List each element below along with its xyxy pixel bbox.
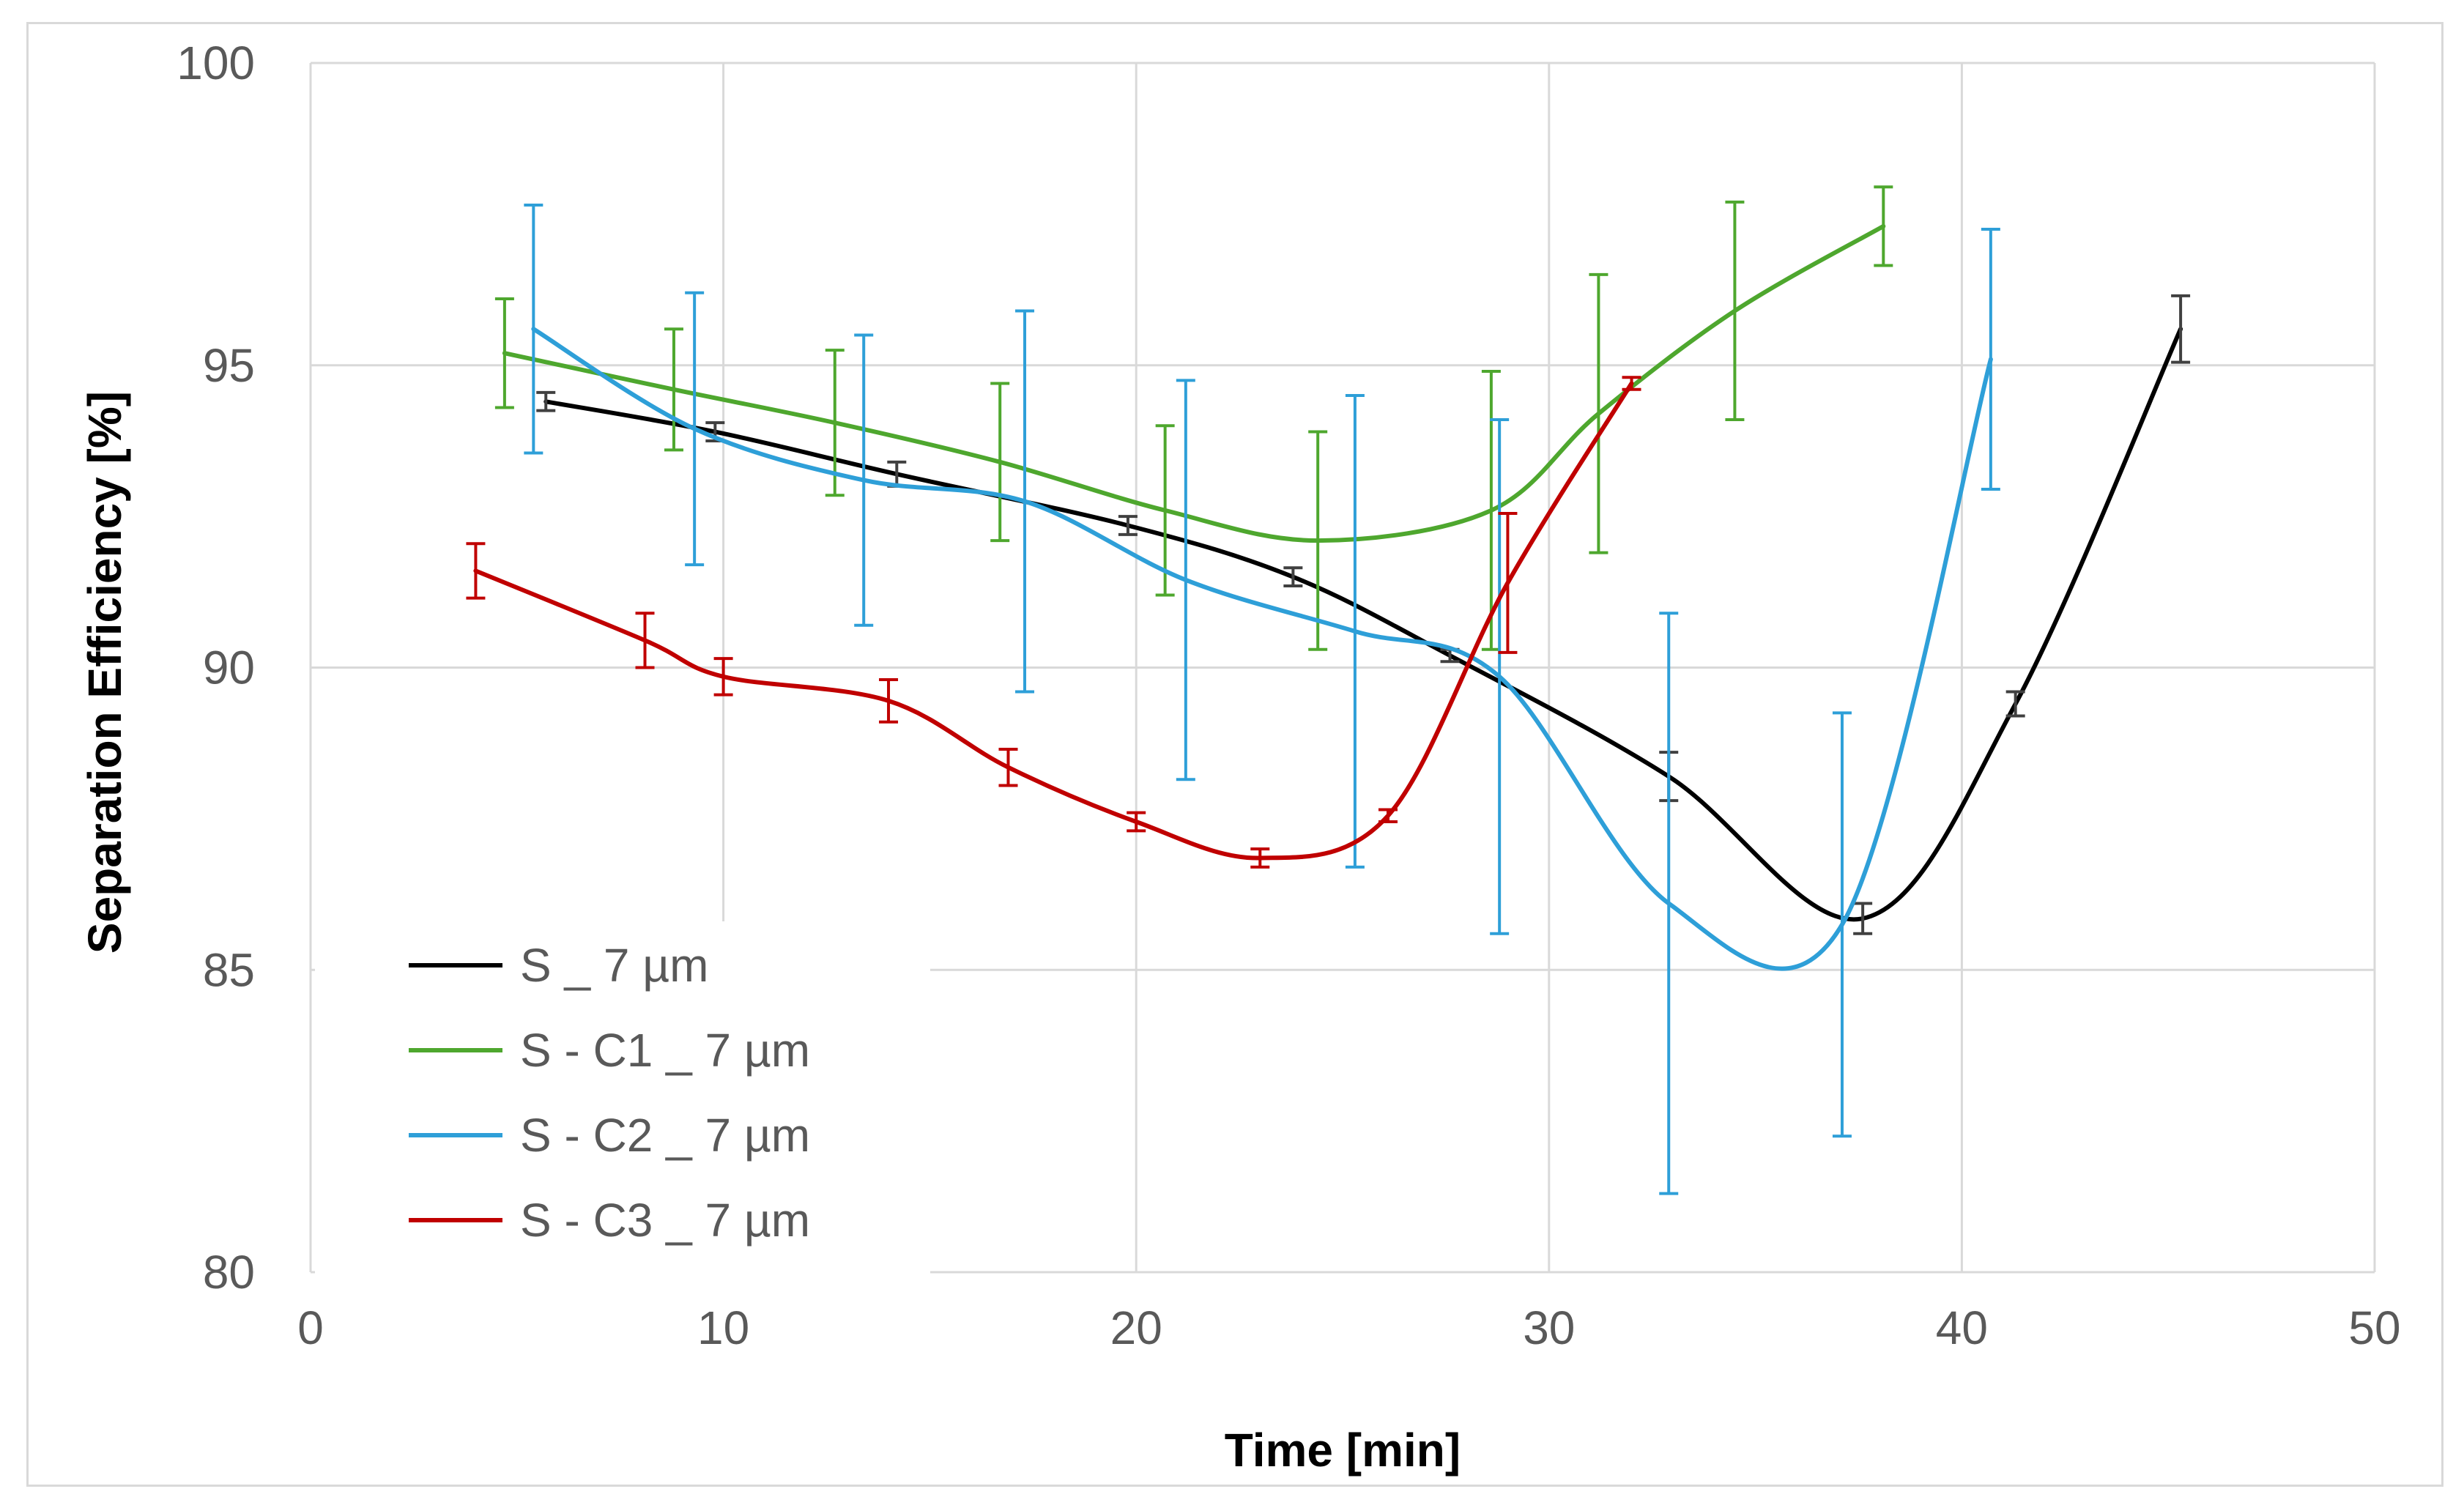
series-3-error-bar-1: [524, 203, 543, 455]
series-3-error-bar-9: [1832, 711, 1852, 1138]
legend-background: [315, 921, 930, 1276]
series-2-line: [502, 223, 1886, 543]
x-tick-label-10: 10: [697, 1301, 749, 1354]
series-2-error-bar-8: [1589, 272, 1608, 554]
legend-label-4: S - C3 _ 7 µm: [520, 1194, 810, 1247]
series-4-error-bar-9: [1498, 511, 1518, 654]
x-tick-label-40: 40: [1936, 1301, 1988, 1354]
series-1-error-bar-5: [1283, 566, 1303, 588]
y-tick-label-85: 85: [203, 943, 255, 996]
series-4-line: [473, 381, 1634, 861]
series-3-error-bar-10: [1981, 228, 2000, 491]
series-4-error-bar-3: [713, 657, 733, 697]
series-2: [494, 185, 1893, 651]
y-tick-label-95: 95: [203, 339, 255, 392]
series-2-error-bar-3: [825, 349, 845, 497]
series-2-error-bar-5: [1155, 424, 1175, 597]
series-1-error-bar-1: [536, 390, 556, 412]
series-3: [524, 203, 2000, 1195]
series-1-error-bar-8: [1853, 902, 1873, 935]
series-3-error-bar-4: [1015, 309, 1035, 694]
series-4-error-bar-8: [1378, 808, 1398, 824]
x-tick-label-30: 30: [1523, 1301, 1575, 1354]
legend-label-2: S - C1 _ 7 µm: [520, 1024, 810, 1077]
series-4-error-bar-5: [998, 747, 1018, 787]
y-axis-title: Separation Efficiency [%]: [78, 391, 131, 954]
series-layer: [466, 185, 2191, 1195]
series-3-error-bar-2: [685, 291, 705, 567]
series-4-error-bar-1: [466, 542, 486, 600]
y-tick-label-100: 100: [177, 37, 255, 89]
y-tick-label-80: 80: [203, 1246, 255, 1299]
series-4-error-bar-4: [879, 678, 899, 724]
x-tick-label-50: 50: [2348, 1301, 2400, 1354]
series-3-error-bar-3: [854, 333, 874, 627]
series-4-error-bar-2: [635, 612, 655, 669]
series-1-line: [543, 327, 2183, 922]
series-2-error-bar-10: [1874, 185, 1893, 267]
series-2-error-bar-6: [1308, 430, 1328, 651]
series-2-error-bar-1: [494, 297, 514, 409]
series-4-error-bar-7: [1250, 847, 1270, 869]
legend: S _ 7 µm S - C1 _ 7 µm S - C2 _ 7 µm S - C3…: [315, 921, 930, 1276]
series-2-error-bar-7: [1481, 370, 1501, 651]
series-3-error-bar-6: [1345, 394, 1365, 869]
series-4: [466, 376, 1641, 869]
legend-label-3: S - C2 _ 7 µm: [520, 1109, 810, 1162]
x-axis-title: Time [min]: [1225, 1424, 1461, 1477]
series-1-error-bar-4: [1118, 515, 1138, 536]
series-1-error-bar-9: [2005, 690, 2025, 718]
series-3-error-bar-7: [1490, 418, 1510, 935]
x-tick-label-0: 0: [297, 1301, 324, 1354]
series-2-error-bar-4: [990, 382, 1010, 543]
series-1-error-bar-10: [2171, 294, 2191, 364]
series-3-error-bar-5: [1176, 379, 1195, 781]
series-4-error-bar-10: [1622, 376, 1641, 391]
tick-labels: 80 85 90 95 100 0 10 20 30 40 50: [177, 37, 2400, 1354]
series-2-error-bar-2: [664, 327, 683, 452]
y-tick-label-90: 90: [203, 642, 255, 694]
series-4-error-bar-6: [1127, 811, 1146, 833]
legend-label-1: S _ 7 µm: [520, 939, 708, 992]
series-2-error-bar-9: [1725, 200, 1745, 422]
x-tick-label-20: 20: [1110, 1301, 1162, 1354]
series-3-error-bar-8: [1659, 612, 1679, 1195]
